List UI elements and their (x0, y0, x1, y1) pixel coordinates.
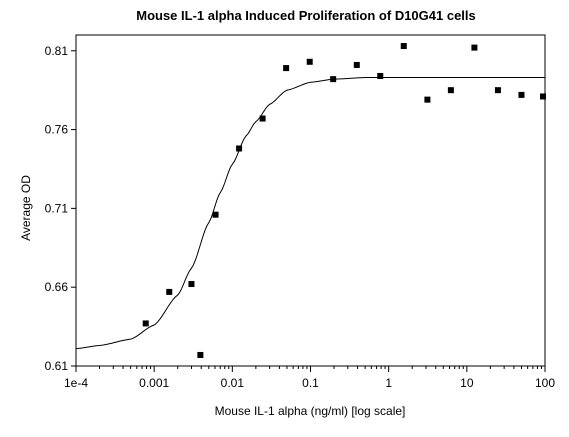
data-point (471, 44, 478, 51)
y-axis: 0.61 0.66 0.71 0.76 0.81 (45, 44, 76, 373)
data-point (166, 288, 173, 295)
data-point (283, 65, 290, 72)
x-tick-label: 1 (385, 376, 392, 390)
x-tick-label: 0.001 (139, 376, 169, 390)
data-point (518, 91, 525, 98)
y-tick-label: 0.61 (45, 359, 69, 373)
y-axis-label: Average OD (19, 175, 33, 241)
x-tick-label: 10 (460, 376, 474, 390)
data-point (353, 61, 360, 68)
y-tick-label: 0.71 (45, 201, 69, 215)
data-points (142, 43, 546, 358)
plot-frame (75, 34, 546, 367)
data-point (236, 145, 243, 152)
data-point (197, 351, 204, 358)
data-point (330, 76, 337, 83)
data-point (400, 43, 407, 50)
data-point (259, 115, 266, 122)
data-point (212, 211, 219, 218)
data-point (540, 93, 546, 100)
y-tick-label: 0.66 (45, 280, 69, 294)
data-point (188, 281, 195, 288)
chart-title: Mouse IL-1 alpha Induced Proliferation o… (136, 8, 476, 23)
data-point (494, 87, 501, 94)
data-point (377, 72, 384, 79)
x-axis: 1e-4 0.001 0.01 0.1 1 10 100 (64, 366, 555, 390)
data-point (447, 87, 454, 94)
x-tick-label: 0.1 (302, 376, 319, 390)
data-point (424, 96, 431, 103)
data-point (142, 320, 149, 327)
y-tick-label: 0.76 (45, 123, 69, 137)
x-tick-label: 0.01 (221, 376, 245, 390)
y-tick-label: 0.81 (45, 44, 69, 58)
x-tick-label: 1e-4 (64, 376, 88, 390)
x-axis-label: Mouse IL-1 alpha (ng/ml) [log scale] (215, 404, 406, 418)
fit-curve (75, 77, 545, 350)
x-tick-label: 100 (535, 376, 555, 390)
data-point (306, 58, 313, 65)
